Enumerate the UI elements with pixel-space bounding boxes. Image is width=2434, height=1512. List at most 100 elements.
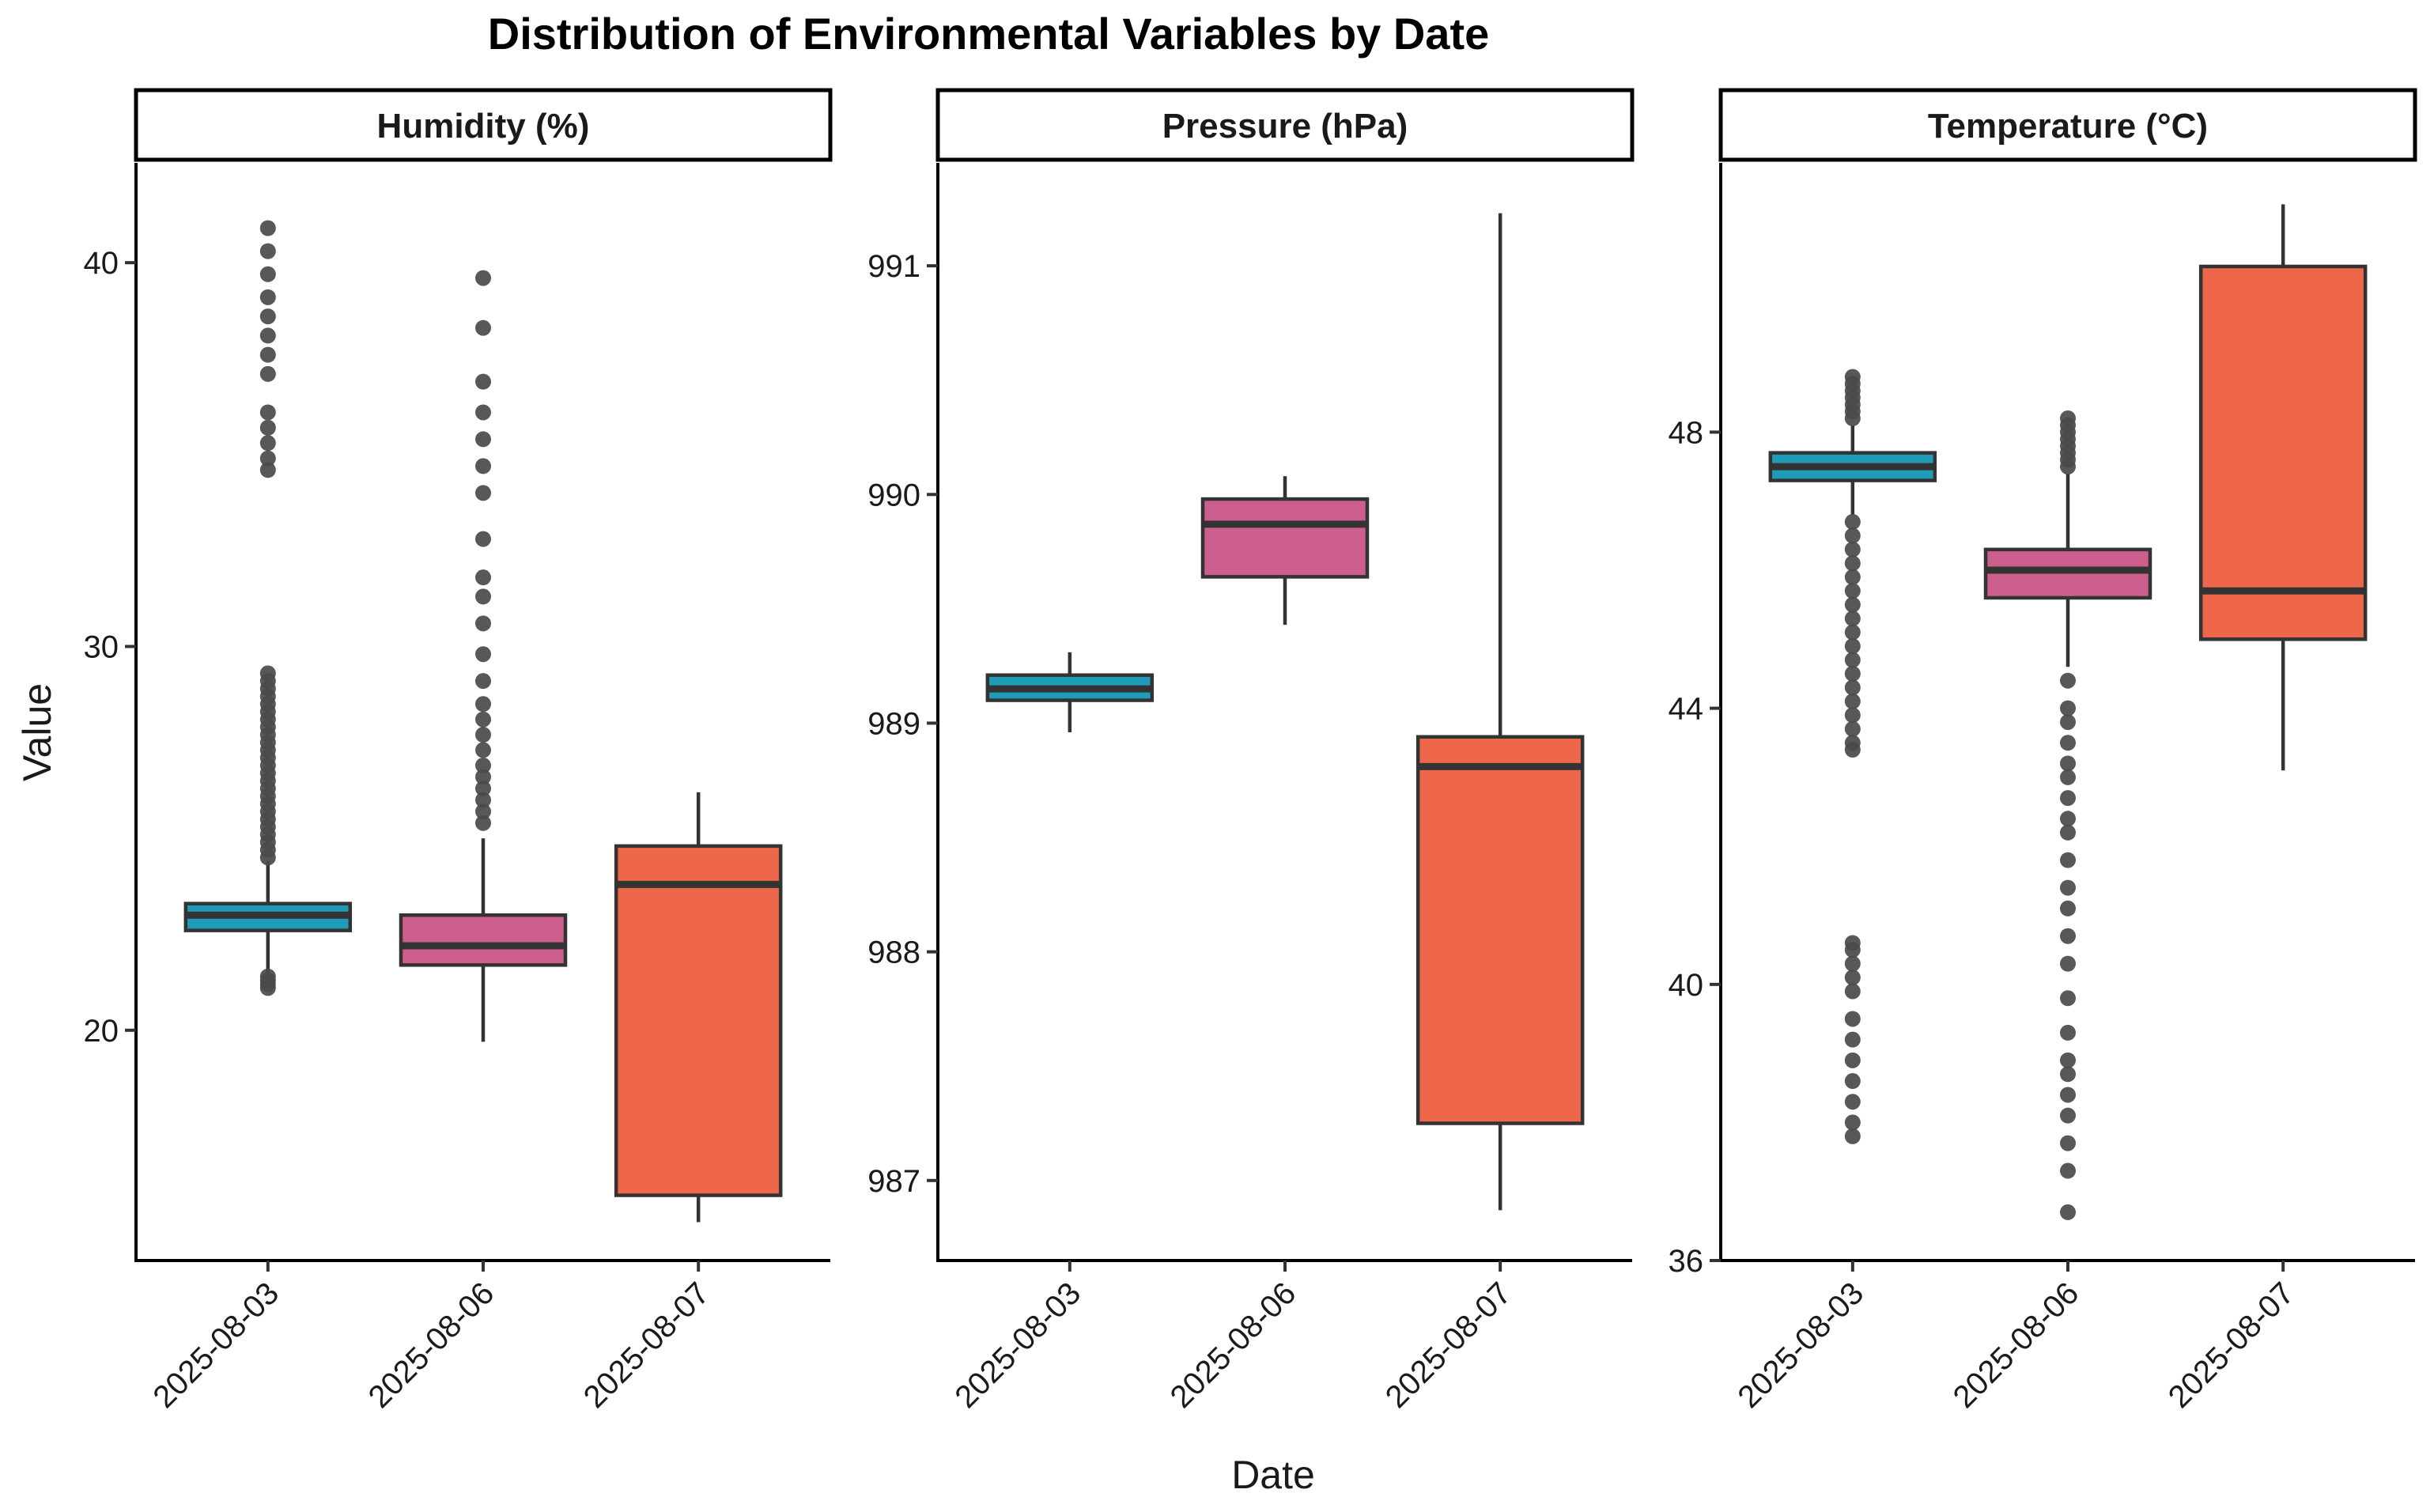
outlier-point [1844, 1031, 1861, 1048]
y-tick-label: 991 [867, 249, 920, 284]
outlier-point [1844, 541, 1861, 558]
iqr-box [614, 844, 783, 1197]
panel-2: Pressure (hPa) 987 988 989 990 991 2025-08-03 2… [867, 88, 1635, 1415]
iqr-box [1415, 735, 1585, 1125]
outlier-point [259, 365, 276, 382]
x-tick-label: 2025-08-06 [362, 1276, 501, 1415]
outlier-point [259, 665, 276, 682]
outlier-point [2060, 824, 2076, 841]
outlier-point [259, 308, 276, 325]
outlier-point [1844, 583, 1861, 599]
x-tick-label: 2025-08-06 [1164, 1276, 1303, 1415]
outlier-point [475, 696, 491, 713]
x-tick-label: 2025-08-06 [1947, 1276, 2086, 1415]
outlier-point [475, 319, 491, 336]
outlier-point [475, 711, 491, 728]
outlier-point [1844, 935, 1861, 951]
panel-strip-label: Pressure (hPa) [1162, 107, 1408, 146]
panel-strip [134, 88, 833, 162]
box-2025-08-06 [1200, 476, 1370, 626]
panel-strip-label: Temperature (°C) [1928, 107, 2208, 146]
outlier-point [2060, 714, 2076, 731]
y-tick-label: 30 [84, 629, 119, 664]
x-tick-label: 2025-08-07 [577, 1276, 716, 1415]
outlier-point [1844, 1114, 1861, 1131]
outlier-point [475, 431, 491, 448]
outlier-point [475, 757, 491, 773]
outlier-point [2060, 410, 2076, 426]
outlier-point [475, 727, 491, 743]
y-tick-label: 990 [867, 478, 920, 512]
y-tick-label: 44 [1669, 692, 1704, 727]
box-2025-08-06 [1983, 410, 2152, 1220]
outlier-point [2060, 1052, 2076, 1068]
y-tick-label: 36 [1669, 1244, 1704, 1279]
panel-3: Temperature (°C) 36 40 44 48 2025-08-03 2025-0… [1669, 88, 2417, 1415]
facet-panels: Humidity (%) 20 30 40 2025-08-03 2025-08-06 20… [84, 88, 2417, 1415]
y-axis-title: Value [15, 683, 59, 781]
box-2025-08-07 [1415, 213, 1585, 1211]
outlier-point [1844, 693, 1861, 709]
outlier-point [1844, 970, 1861, 986]
box-2025-08-06 [399, 270, 568, 1042]
outlier-point [1844, 610, 1861, 627]
outlier-point [475, 673, 491, 690]
outlier-point [2060, 1135, 2076, 1151]
outlier-point [2060, 672, 2076, 689]
outlier-point [1844, 1011, 1861, 1027]
outlier-point [259, 346, 276, 363]
outlier-point [259, 462, 276, 478]
outlier-point [1844, 707, 1861, 724]
outlier-point [2060, 700, 2076, 716]
outlier-point [1844, 624, 1861, 641]
outlier-point [475, 531, 491, 547]
outlier-point [1844, 638, 1861, 655]
outlier-point [2060, 811, 2076, 827]
outlier-point [1844, 720, 1861, 737]
outlier-point [2060, 955, 2076, 972]
y-tick-label: 40 [84, 246, 119, 281]
outlier-point [475, 270, 491, 286]
outlier-point [2060, 735, 2076, 751]
outlier-point [259, 266, 276, 282]
outlier-point [475, 569, 491, 586]
outlier-point [475, 781, 491, 797]
iqr-box [1200, 497, 1370, 579]
outlier-point [1844, 1073, 1861, 1090]
outlier-point [475, 815, 491, 831]
outlier-point [2060, 755, 2076, 772]
x-tick-label: 2025-08-03 [948, 1276, 1087, 1415]
outlier-point [1844, 513, 1861, 530]
outlier-point [259, 419, 276, 436]
outlier-point [1844, 665, 1861, 682]
outlier-point [2060, 1204, 2076, 1220]
outlier-point [2060, 990, 2076, 1007]
outlier-point [2060, 852, 2076, 868]
x-tick-label: 2025-08-03 [1731, 1276, 1870, 1415]
outlier-point [475, 792, 491, 808]
outlier-point [1844, 596, 1861, 613]
outlier-point [1844, 983, 1861, 1000]
outlier-point [2060, 1066, 2076, 1083]
outlier-point [475, 458, 491, 474]
y-tick-label: 989 [867, 706, 920, 741]
y-tick-label: 40 [1669, 968, 1704, 1003]
outlier-point [475, 615, 491, 632]
outlier-point [475, 485, 491, 501]
panel-1: Humidity (%) 20 30 40 2025-08-03 2025-08-06 20… [84, 88, 833, 1415]
x-tick-label: 2025-08-07 [1379, 1276, 1518, 1415]
chart-title: Distribution of Environmental Variables … [488, 9, 1489, 59]
outlier-point [259, 243, 276, 259]
outlier-point [475, 742, 491, 758]
panel-strip [935, 88, 1635, 162]
x-tick-label: 2025-08-07 [2162, 1276, 2301, 1415]
outlier-point [2060, 900, 2076, 917]
outlier-point [475, 803, 491, 820]
outlier-point [1844, 652, 1861, 668]
iqr-box [399, 913, 568, 967]
outlier-point [475, 646, 491, 663]
outlier-point [475, 588, 491, 605]
outlier-point [2060, 1162, 2076, 1179]
box-2025-08-03 [1768, 369, 1937, 1144]
